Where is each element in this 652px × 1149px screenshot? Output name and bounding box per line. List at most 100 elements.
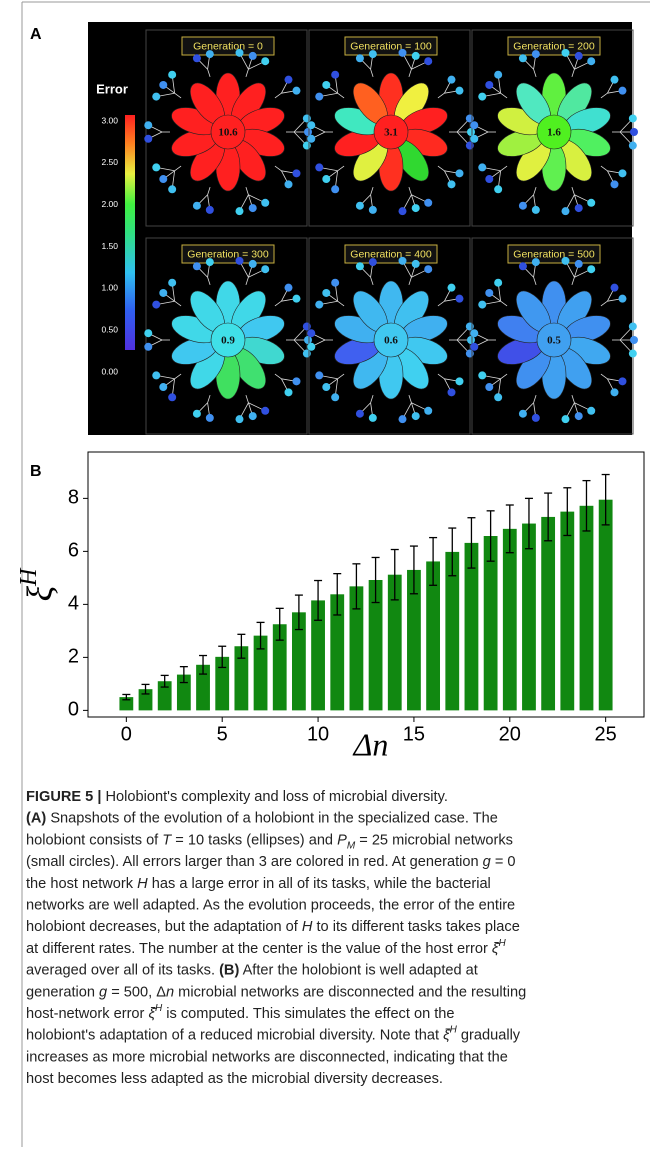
microbe — [292, 169, 301, 178]
microbe — [518, 262, 527, 271]
microbe — [248, 204, 257, 213]
caption-segment: ξ̄ — [148, 1006, 158, 1022]
caption-segment: H — [498, 938, 506, 949]
caption-segment: Holobiont's complexity and loss of micro… — [101, 789, 447, 805]
microbe — [531, 258, 540, 267]
caption-segment: the host network — [26, 876, 137, 892]
microbe — [455, 86, 464, 95]
caption-segment: (small circles). All errors larger than … — [26, 854, 483, 870]
caption-line: (small circles). All errors larger than … — [26, 854, 516, 870]
microbe-link — [533, 277, 537, 285]
microbe — [302, 349, 311, 358]
microbe — [587, 406, 596, 415]
error-bar — [371, 556, 380, 604]
microbe — [494, 278, 503, 287]
microbe — [261, 57, 270, 66]
error-bar — [352, 563, 361, 610]
microbe — [315, 300, 324, 309]
microbe — [248, 259, 257, 268]
microbe — [205, 205, 214, 214]
caption-line: holobiont decreases, but the adaptation … — [26, 919, 520, 935]
microbe — [574, 412, 583, 421]
subpanel-title-box — [507, 36, 601, 56]
microbe — [152, 92, 161, 101]
caption-segment: g — [99, 984, 107, 1000]
microbe — [398, 48, 407, 57]
caption-line: increases as more microbial networks are… — [26, 1049, 508, 1065]
colorbar — [125, 115, 135, 350]
microbe — [315, 163, 324, 172]
colorbar-tick-label: 1.00 — [101, 283, 118, 293]
microbe — [144, 342, 153, 351]
microbe-link — [274, 92, 282, 99]
caption-line: host-network error ξ̄H is computed. This… — [26, 1003, 455, 1022]
x-tick-label: 20 — [499, 723, 521, 745]
caption-line: the host network H has a large error in … — [26, 876, 491, 892]
center-value: 1.6 — [547, 127, 561, 139]
microbe — [307, 134, 316, 143]
microbe — [192, 54, 201, 63]
microbe — [248, 412, 257, 421]
colorbar-tick-label: 0.00 — [101, 366, 118, 376]
bar — [483, 536, 498, 711]
panel-label: A — [30, 26, 42, 43]
microbe — [628, 141, 637, 150]
microbe — [630, 336, 638, 344]
y-axis-label-superscript: H — [16, 567, 42, 587]
microbe — [192, 201, 201, 210]
microbe — [587, 198, 596, 207]
caption-line: (A) Snapshots of the evolution of a holo… — [26, 811, 498, 827]
microbe — [292, 377, 301, 386]
subpanel-title-box — [344, 244, 438, 264]
microbe — [398, 207, 407, 216]
microbe-link — [274, 373, 282, 380]
microbe-link — [207, 395, 211, 403]
caption-segment: holobiont consists of — [26, 832, 162, 848]
microbe — [518, 201, 527, 210]
microbe-link — [500, 373, 508, 380]
bar — [598, 499, 613, 711]
microbe — [618, 294, 627, 303]
caption-line: averaged over all of its tasks. (B) Afte… — [26, 962, 478, 978]
caption-segment: M — [347, 841, 356, 852]
colorbar-tick-label: 3.00 — [101, 115, 118, 125]
microbe — [465, 141, 474, 150]
bar — [253, 635, 268, 711]
bar — [522, 523, 536, 711]
center-node — [210, 322, 246, 358]
microbe — [485, 383, 494, 392]
caption-segment: networks are well adapted. As the evolut… — [26, 897, 515, 913]
microbe — [322, 175, 331, 184]
microbe — [424, 198, 433, 207]
microbe — [465, 322, 474, 331]
caption-segment: H — [155, 1003, 163, 1014]
bar — [311, 600, 325, 711]
microbe — [284, 283, 293, 292]
subpanel-title-box — [181, 244, 275, 264]
error-bar — [199, 654, 208, 675]
caption-line: FIGURE 5 | Holobiont's complexity and lo… — [26, 789, 448, 805]
microbe — [531, 413, 540, 422]
microbe — [315, 92, 324, 101]
microbe — [455, 169, 464, 178]
microbe-link — [571, 277, 575, 285]
microbe-link — [370, 277, 374, 285]
microbe-link — [337, 373, 345, 380]
caption-segment: host becomes less adapted as the microbi… — [26, 1071, 443, 1087]
microbe — [518, 409, 527, 418]
microbe — [628, 322, 637, 331]
microbe — [168, 185, 177, 194]
microbe-link — [500, 92, 508, 99]
bar — [272, 624, 287, 711]
microbe — [331, 393, 340, 402]
microbe — [331, 185, 340, 194]
microbe — [368, 413, 377, 422]
microbe — [561, 48, 570, 57]
caption-segment: (B) — [219, 962, 239, 978]
microbe — [292, 294, 301, 303]
caption-segment: to its different tasks takes place — [312, 919, 519, 935]
microbe — [307, 329, 316, 338]
microbe-link — [174, 373, 182, 380]
microbe — [470, 121, 479, 130]
microbe — [355, 201, 364, 210]
